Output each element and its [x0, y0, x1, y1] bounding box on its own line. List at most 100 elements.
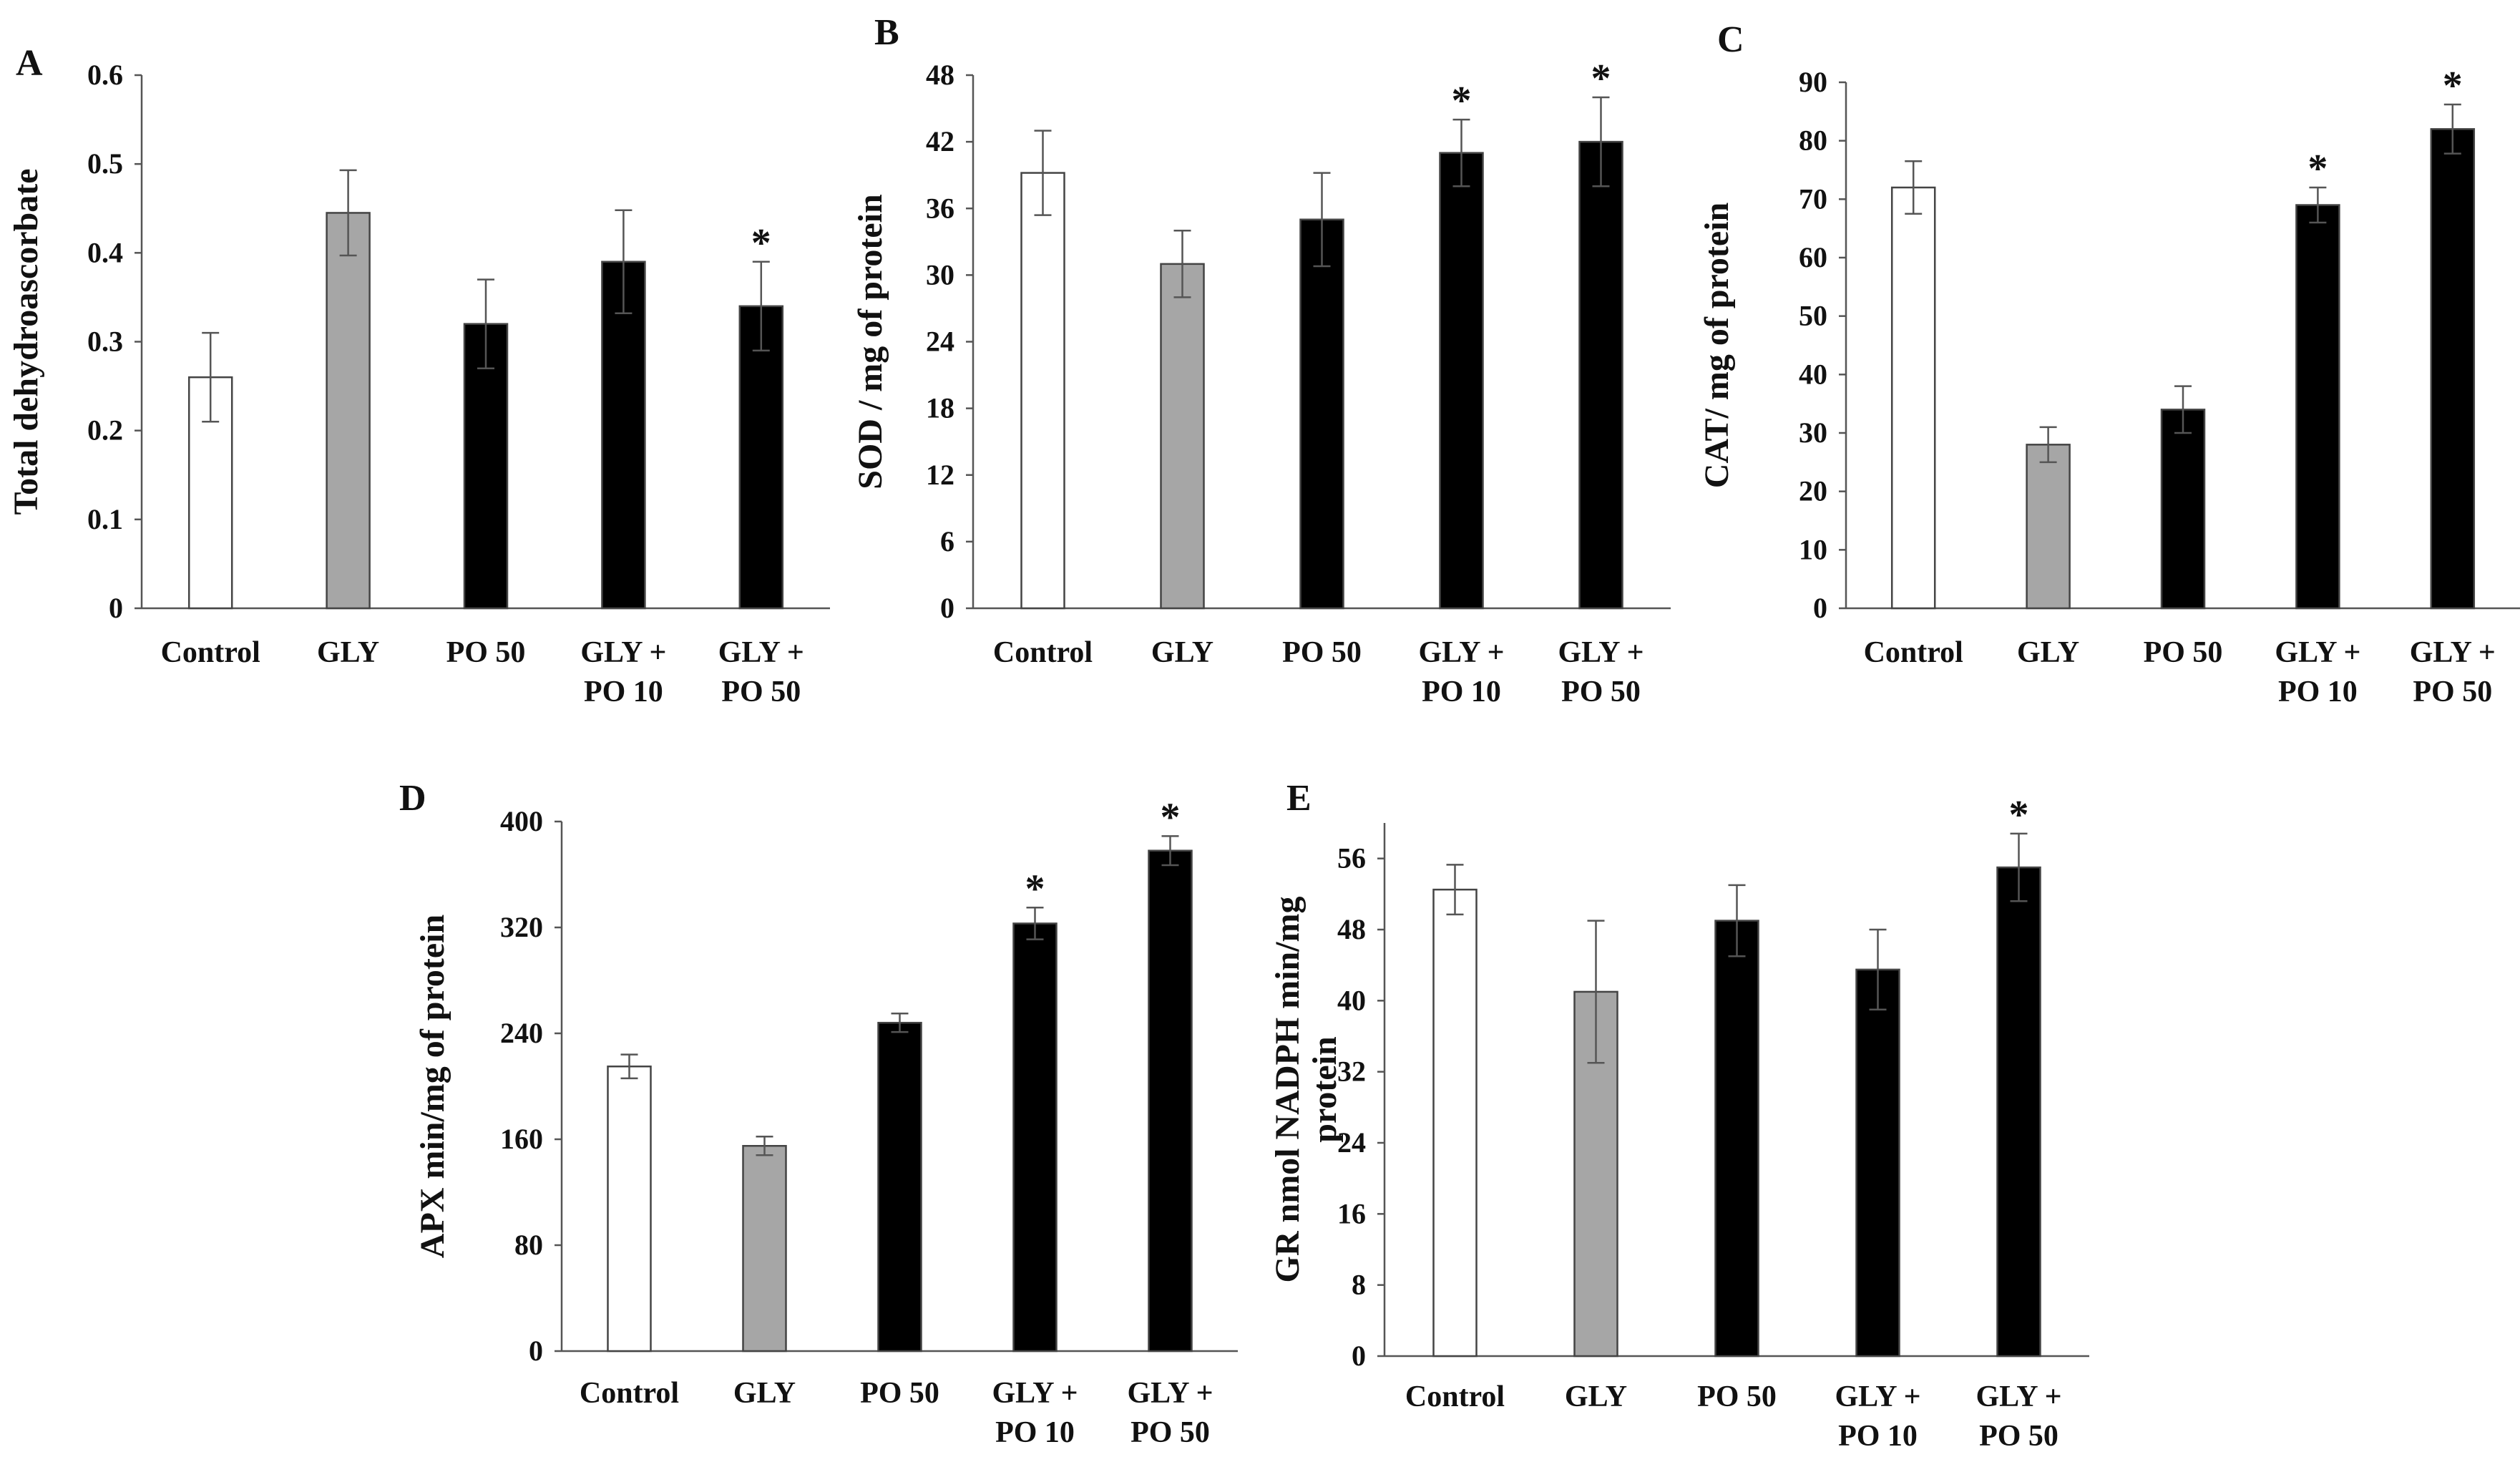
significance-star: * — [2009, 793, 2029, 837]
category-label: GLY — [1565, 1380, 1627, 1413]
bar — [1996, 866, 2041, 1358]
bar — [1890, 186, 1936, 610]
bar — [2295, 204, 2340, 610]
category-label: PO 10 — [584, 676, 663, 708]
y-tick-label: 80 — [514, 1229, 543, 1261]
y-tick-label: 24 — [926, 326, 954, 358]
y-tick-label: 40 — [1337, 984, 1366, 1016]
category-label: GLY + — [2410, 636, 2496, 669]
bar — [1578, 140, 1623, 610]
category-label: PO 10 — [995, 1416, 1075, 1449]
y-tick-label: 30 — [926, 258, 954, 291]
bar — [1714, 920, 1759, 1358]
bar — [607, 1066, 652, 1353]
y-axis-title: protein — [1306, 1036, 1344, 1142]
category-label: GLY — [733, 1377, 796, 1410]
bar — [1432, 888, 1478, 1358]
y-tick-label: 160 — [500, 1123, 543, 1155]
category-label: PO 50 — [1979, 1420, 2059, 1453]
y-tick-label: 0.4 — [87, 236, 123, 268]
y-tick-label: 56 — [1337, 842, 1366, 874]
bar — [1160, 263, 1205, 610]
category-label: GLY + — [718, 636, 804, 669]
category-label: Control — [1405, 1380, 1505, 1413]
category-label: PO 50 — [1697, 1380, 1777, 1413]
chart-panel-c: C 0 10 20 30 40 50 60 70 80 90 CAT/ mg of protein Co… — [1698, 19, 2520, 708]
significance-star: * — [1161, 795, 1181, 839]
y-tick-label: 32 — [1337, 1056, 1366, 1088]
category-label: GLY + — [992, 1377, 1078, 1410]
y-tick-label: 18 — [926, 392, 954, 424]
y-tick-label: 0 — [1352, 1340, 1366, 1372]
chart-panel-a: A 0 0.1 0.2 0.3 0.4 0.5 0.6 Total dehydroascorba… — [7, 43, 830, 708]
category-label: GLY + — [1127, 1377, 1213, 1410]
bar — [877, 1021, 922, 1353]
significance-star: * — [1591, 57, 1611, 101]
bar — [1012, 922, 1058, 1353]
y-tick-label: 0.2 — [87, 414, 123, 447]
bar — [2160, 409, 2206, 610]
y-tick-label: 0.6 — [87, 59, 123, 91]
category-label: GLY + — [1558, 636, 1644, 669]
category-label: Control — [993, 636, 1093, 669]
category-label: Control — [161, 636, 260, 669]
category-label: GLY + — [1418, 636, 1504, 669]
category-label: PO 10 — [2278, 676, 2358, 708]
y-tick-label: 42 — [926, 125, 954, 157]
y-tick-label: 8 — [1352, 1269, 1366, 1301]
category-label: PO 50 — [2413, 676, 2492, 708]
category-label: PO 10 — [1422, 676, 1501, 708]
category-label: PO 50 — [1561, 676, 1641, 708]
y-tick-label: 20 — [1799, 475, 1827, 507]
bar — [1148, 849, 1193, 1353]
category-label: GLY — [1151, 636, 1213, 669]
category-label: GLY + — [1976, 1380, 2061, 1413]
y-axis-title: Total dehydroascorbate — [7, 168, 45, 515]
y-tick-label: 0 — [1813, 592, 1827, 624]
bar — [326, 212, 371, 610]
y-tick-label: 0.1 — [87, 503, 123, 535]
category-label: PO 50 — [446, 636, 526, 669]
category-label: GLY + — [2275, 636, 2360, 669]
category-label: GLY + — [580, 636, 666, 669]
bar — [2430, 128, 2476, 610]
category-label: Control — [580, 1377, 679, 1410]
panel-letter: B — [874, 12, 899, 53]
significance-star: * — [751, 221, 771, 265]
category-label: PO 50 — [1130, 1416, 1210, 1449]
category-label: PO 50 — [860, 1377, 939, 1410]
panel-letter: D — [399, 778, 426, 819]
y-tick-label: 6 — [940, 525, 954, 557]
y-tick-label: 0 — [529, 1335, 543, 1367]
y-tick-label: 40 — [1799, 358, 1827, 390]
category-label: PO 50 — [2144, 636, 2223, 669]
y-tick-label: 80 — [1799, 125, 1827, 157]
y-tick-label: 48 — [926, 59, 954, 91]
y-tick-label: 36 — [926, 192, 954, 224]
category-label: GLY — [317, 636, 379, 669]
y-tick-label: 48 — [1337, 913, 1366, 945]
bar — [1439, 152, 1484, 610]
panel-letter: C — [1717, 19, 1744, 60]
panel-letter: E — [1286, 778, 1312, 819]
panel-letter: A — [16, 43, 43, 84]
y-tick-label: 16 — [1337, 1197, 1366, 1229]
y-tick-label: 240 — [500, 1017, 543, 1049]
significance-star: * — [2307, 147, 2328, 191]
significance-star: * — [1452, 79, 1472, 123]
y-tick-label: 0 — [109, 592, 123, 624]
bar — [1299, 218, 1344, 610]
y-tick-label: 10 — [1799, 533, 1827, 565]
y-tick-label: 12 — [926, 459, 954, 491]
y-tick-label: 50 — [1799, 300, 1827, 332]
significance-star: * — [1025, 867, 1045, 911]
y-tick-label: 70 — [1799, 182, 1827, 215]
y-tick-label: 0.5 — [87, 147, 123, 180]
y-axis-title: APX min/mg of protein — [414, 915, 451, 1258]
category-label: GLY + — [1835, 1380, 1920, 1413]
bar — [1020, 172, 1065, 610]
y-tick-label: 0.3 — [87, 326, 123, 358]
category-label: GLY — [2017, 636, 2079, 669]
y-axis-title: CAT/ mg of protein — [1698, 203, 1736, 489]
category-label: PO 50 — [721, 676, 801, 708]
